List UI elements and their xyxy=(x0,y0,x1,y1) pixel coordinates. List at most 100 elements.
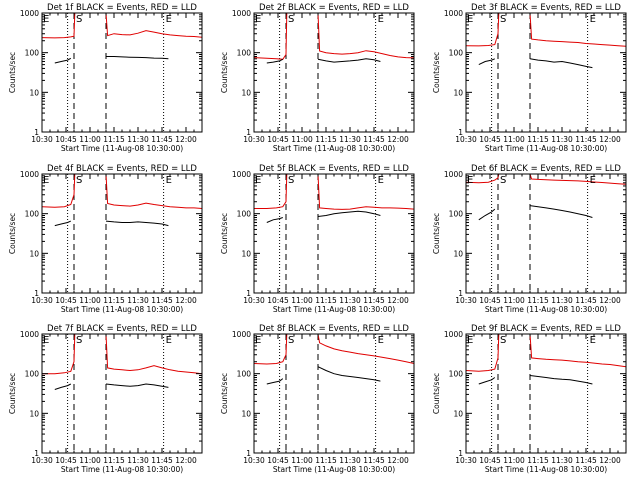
x-axis-label: Start Time (11-Aug-08 10:30:00) xyxy=(485,305,607,314)
x-tick-label: 11:45 xyxy=(151,456,173,465)
x-tick-label: 10:45 xyxy=(479,296,501,305)
y-tick-label: 1 xyxy=(246,128,251,137)
end-interval-mark: E xyxy=(590,335,596,346)
x-tick-label: 11:15 xyxy=(527,456,549,465)
panel-9: Det 9f BLACK = Events, RED = LLD 1 10 100 10… xyxy=(432,324,627,474)
y-tick-label: 1000 xyxy=(232,170,251,179)
panel-title: Det 5f BLACK = Events, RED = LLD xyxy=(259,164,409,174)
events-series-line xyxy=(266,217,283,223)
panel-4: Det 4f BLACK = Events, RED = LLD 1 10 100 10… xyxy=(8,164,203,314)
x-tick-label: 10:30 xyxy=(31,135,53,144)
events-series-line xyxy=(54,220,72,227)
y-tick-label: 10 xyxy=(241,88,251,97)
x-tick-label: 10:45 xyxy=(267,135,289,144)
start-interval-mark: E xyxy=(255,175,261,186)
panel-title: Det 7f BLACK = Events, RED = LLD xyxy=(47,324,197,334)
x-tick-label: 11:15 xyxy=(527,135,549,144)
end-interval-mark: E xyxy=(378,335,384,346)
plot-frame xyxy=(253,12,415,133)
end-interval-mark: E xyxy=(166,14,172,25)
start-interval-mark: E xyxy=(255,335,261,346)
y-tick-label: 1000 xyxy=(20,330,39,339)
x-tick-label: 11:30 xyxy=(339,135,361,144)
plot-area xyxy=(42,174,202,227)
y-tick-label: 100 xyxy=(237,49,252,58)
end-interval-mark: E xyxy=(378,14,384,25)
end-interval-mark: E xyxy=(378,175,384,186)
x-tick-label: 10:45 xyxy=(55,135,77,144)
events-series-line xyxy=(478,58,495,66)
y-tick-label: 100 xyxy=(237,370,252,379)
x-tick-label: 12:00 xyxy=(175,135,197,144)
end-interval-mark: E xyxy=(590,175,596,186)
x-tick-label: 11:15 xyxy=(103,135,125,144)
panel-1: Det 1f BLACK = Events, RED = LLD 1 10 100 10… xyxy=(8,3,203,153)
x-axis-label: Start Time (11-Aug-08 10:30:00) xyxy=(273,305,395,314)
events-series-line xyxy=(478,377,496,385)
events-series-line xyxy=(266,58,284,64)
panel-title: Det 4f BLACK = Events, RED = LLD xyxy=(47,164,197,174)
x-tick-label: 12:00 xyxy=(175,456,197,465)
x-tick-label: 11:15 xyxy=(315,456,337,465)
x-tick-label: 11:30 xyxy=(127,296,149,305)
panel-5: Det 5f BLACK = Events, RED = LLD 1 10 100 10… xyxy=(220,164,415,314)
lld-series-line xyxy=(42,334,202,375)
events-series-line xyxy=(54,57,72,64)
x-tick-label: 11:45 xyxy=(151,135,173,144)
plot-frame xyxy=(41,173,203,294)
y-tick-label: 1000 xyxy=(232,330,251,339)
x-tick-label: 11:30 xyxy=(127,135,149,144)
events-series-line xyxy=(266,378,284,385)
y-axis-label: Counts/sec xyxy=(8,52,17,93)
end-interval-mark: E xyxy=(166,175,172,186)
y-tick-label: 1 xyxy=(458,449,463,458)
plot-frame xyxy=(465,333,627,454)
x-tick-label: 11:15 xyxy=(103,456,125,465)
x-tick-label: 12:00 xyxy=(599,135,621,144)
y-tick-label: 1000 xyxy=(20,170,39,179)
x-tick-label: 10:30 xyxy=(243,296,265,305)
y-tick-label: 1 xyxy=(246,449,251,458)
plot-area xyxy=(254,174,414,223)
panel-7: Det 7f BLACK = Events, RED = LLD 1 10 100 10… xyxy=(8,324,203,474)
start-interval-mark: E xyxy=(43,175,49,186)
x-tick-label: 11:00 xyxy=(291,456,313,465)
lld-series-line xyxy=(254,334,414,365)
x-tick-label: 11:45 xyxy=(363,456,385,465)
x-tick-label: 11:00 xyxy=(291,135,313,144)
x-tick-label: 10:45 xyxy=(267,296,289,305)
y-tick-label: 100 xyxy=(25,49,40,58)
x-tick-label: 10:30 xyxy=(243,456,265,465)
panel-6: Det 6f BLACK = Events, RED = LLD 1 10 100 10… xyxy=(432,164,627,314)
start-interval-mark: E xyxy=(43,335,49,346)
x-tick-label: 11:00 xyxy=(503,135,525,144)
x-tick-label: 10:45 xyxy=(479,456,501,465)
events-series-line xyxy=(317,366,381,382)
x-tick-label: 11:45 xyxy=(575,456,597,465)
x-tick-label: 11:15 xyxy=(315,135,337,144)
events-series-line xyxy=(105,383,169,388)
y-tick-label: 1000 xyxy=(444,170,463,179)
x-tick-label: 10:30 xyxy=(31,296,53,305)
saa-mark: S xyxy=(500,335,506,346)
x-tick-label: 11:15 xyxy=(315,296,337,305)
y-axis-label: Counts/sec xyxy=(220,373,229,414)
x-tick-label: 10:45 xyxy=(55,296,77,305)
y-axis-label: Counts/sec xyxy=(8,373,17,414)
panel-title: Det 9f BLACK = Events, RED = LLD xyxy=(471,324,621,334)
x-tick-label: 10:45 xyxy=(479,135,501,144)
x-tick-label: 11:30 xyxy=(339,456,361,465)
events-series-line xyxy=(54,383,72,390)
lld-series-line xyxy=(42,13,202,39)
lld-series-line xyxy=(42,174,202,209)
panel-title: Det 2f BLACK = Events, RED = LLD xyxy=(259,3,409,13)
y-tick-label: 1 xyxy=(458,289,463,298)
lld-series-line xyxy=(466,334,626,372)
x-tick-label: 11:30 xyxy=(551,135,573,144)
y-tick-label: 10 xyxy=(29,249,39,258)
x-tick-label: 11:00 xyxy=(79,296,101,305)
x-axis-label: Start Time (11-Aug-08 10:30:00) xyxy=(273,465,395,474)
x-tick-label: 11:30 xyxy=(551,456,573,465)
x-tick-label: 10:45 xyxy=(267,456,289,465)
y-tick-label: 100 xyxy=(449,210,464,219)
